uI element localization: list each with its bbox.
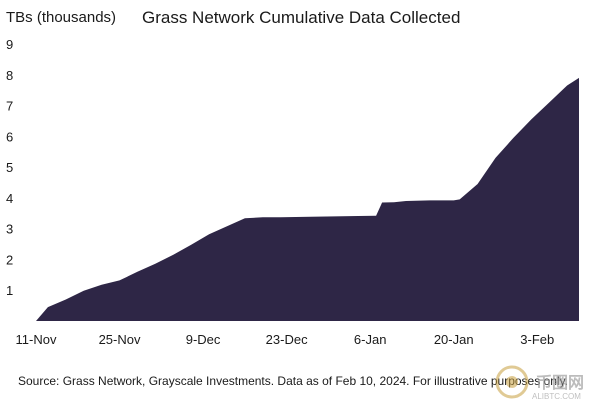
x-tick-label: 25-Nov <box>99 332 141 347</box>
x-tick-label: 20-Jan <box>434 332 474 347</box>
watermark-brand: 币圈网 <box>536 375 585 392</box>
y-tick-label: 1 <box>6 283 13 298</box>
y-tick-label: 5 <box>6 160 13 175</box>
x-tick-label: 3-Feb <box>520 332 554 347</box>
y-tick-label: 8 <box>6 68 13 83</box>
watermark-logo-icon <box>495 365 529 399</box>
y-tick-label: 9 <box>6 37 13 52</box>
x-tick-label: 6-Jan <box>354 332 387 347</box>
y-tick-label: 7 <box>6 99 13 114</box>
x-tick-label: 23-Dec <box>266 332 308 347</box>
x-tick-label: 11-Nov <box>16 332 57 347</box>
x-tick-label: 9-Dec <box>186 332 221 347</box>
chart-title: Grass Network Cumulative Data Collected <box>142 8 461 27</box>
y-tick-label: 4 <box>6 191 13 206</box>
y-tick-label: 3 <box>6 222 13 237</box>
y-axis: 9 8 7 6 5 4 3 2 1 <box>6 37 13 298</box>
x-axis: 11-Nov 25-Nov 9-Dec 23-Dec 6-Jan 20-Jan 3-Feb <box>16 332 555 347</box>
watermark-url: ALIBTC.COM <box>532 392 581 401</box>
y-tick-label: 6 <box>6 129 13 144</box>
cumulative-data-area <box>36 77 579 322</box>
y-tick-label: 2 <box>6 252 13 267</box>
y-axis-unit-label: TBs (thousands) <box>6 9 117 26</box>
source-note: Source: Grass Network, Grayscale Investm… <box>18 374 569 388</box>
